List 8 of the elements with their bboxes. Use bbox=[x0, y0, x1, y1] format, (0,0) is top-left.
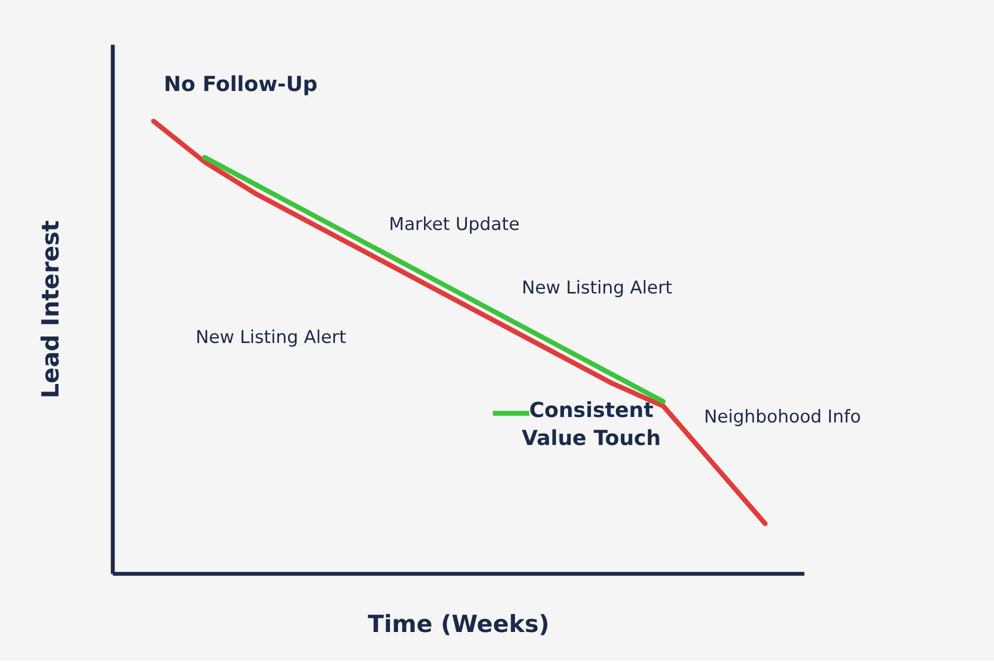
annotation: Neighbohood Info bbox=[704, 407, 861, 428]
annotation: New Listing Alert bbox=[522, 278, 672, 298]
x-axis-title: Time (Weeks) bbox=[368, 610, 550, 638]
y-axis-title: Lead Interest bbox=[36, 220, 65, 398]
series-label: No Follow-Up bbox=[164, 72, 318, 96]
legend-label: Consistent Value Touch bbox=[522, 398, 661, 450]
annotation: New Listing Alert bbox=[196, 328, 346, 348]
annotation: Market Update bbox=[388, 215, 520, 236]
